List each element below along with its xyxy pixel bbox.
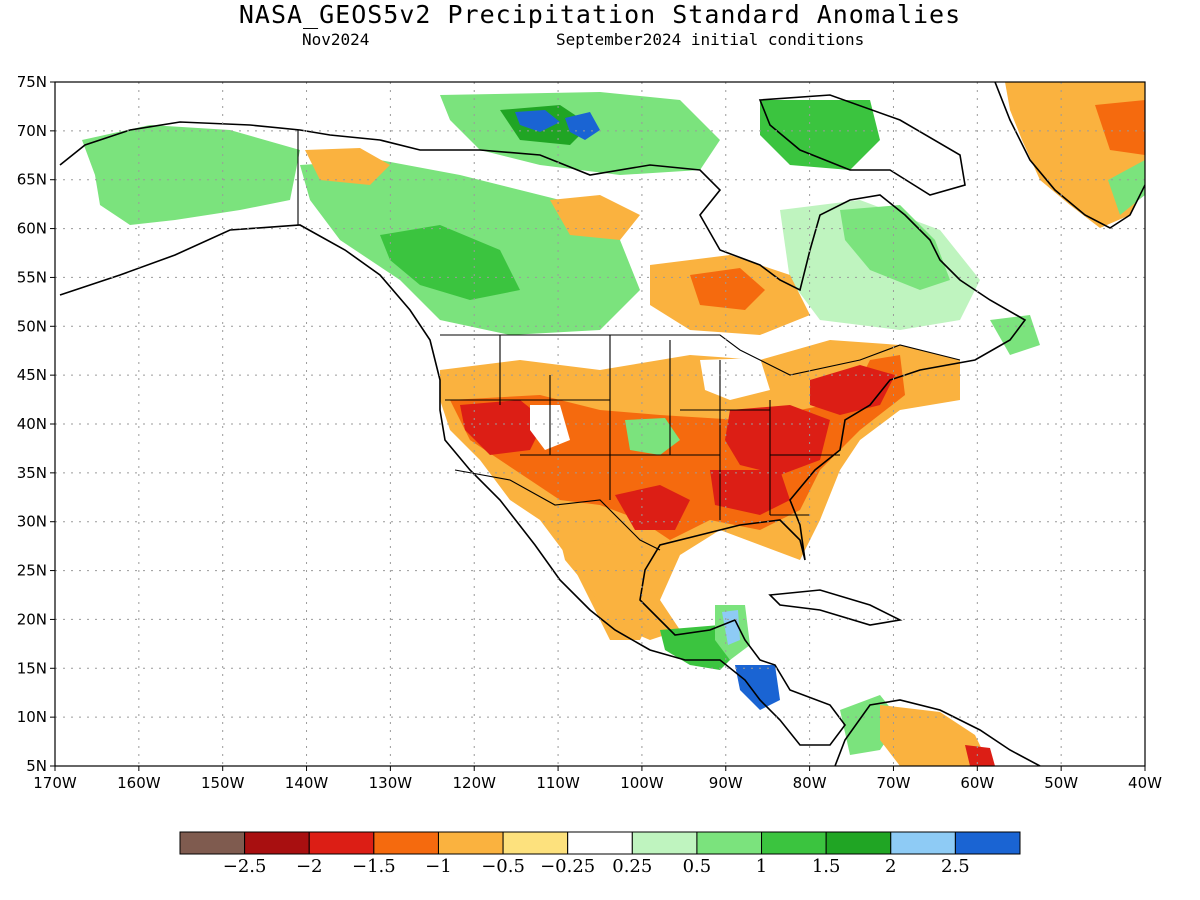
lat-tick-label: 30N xyxy=(17,513,47,531)
color-bar-swatch xyxy=(825,831,892,855)
hudson-south-moderate-dry xyxy=(690,268,765,310)
lon-tick-label: 120W xyxy=(452,774,496,792)
lat-tick-label: 40N xyxy=(17,415,47,433)
central-america-extreme-wet xyxy=(735,665,780,710)
south-america-dry xyxy=(880,705,990,766)
color-bar-label: −0.5 xyxy=(481,856,525,877)
lat-tick-label: 5N xyxy=(26,757,47,775)
north-canada-dry-patch xyxy=(305,148,640,240)
color-bar xyxy=(179,831,1021,855)
color-bar-swatch xyxy=(244,831,310,855)
lat-tick-label: 50N xyxy=(17,317,47,335)
coastlines xyxy=(59,82,1145,766)
greenland-wet-edge xyxy=(1108,160,1145,215)
lon-tick-label: 70W xyxy=(877,774,911,792)
south-america-coastline xyxy=(834,699,1041,766)
color-bar-swatch xyxy=(696,831,763,855)
lon-tick-label: 110W xyxy=(536,774,580,792)
labrador-wet-region xyxy=(840,205,950,290)
us-strong-dry-southwest xyxy=(460,400,545,455)
latitude-labels: 75N 70N 65N 60N 55N 50N 45N 40N 35N 30N 25N 20N 15N 1… xyxy=(17,73,47,775)
lon-tick-label: 40W xyxy=(1128,774,1162,792)
lat-tick-label: 45N xyxy=(17,366,47,384)
color-bar-label: 0.25 xyxy=(612,856,653,877)
color-bar-swatch xyxy=(179,831,246,855)
valid-month-label: Nov2024 xyxy=(302,30,370,49)
northeast-strong-dry xyxy=(810,365,895,415)
init-conditions-label: September2024 initial conditions xyxy=(556,30,865,49)
color-bar-label: 2.5 xyxy=(941,856,970,877)
color-bar-swatch xyxy=(954,831,1021,855)
alaska-wet-region xyxy=(82,125,300,225)
lat-tick-label: 75N xyxy=(17,73,47,91)
south-america-strong-dry xyxy=(965,745,995,766)
lat-tick-label: 10N xyxy=(17,708,47,726)
baffin-wet-region xyxy=(760,100,880,170)
lon-tick-label: 90W xyxy=(709,774,743,792)
color-bar-label: 1 xyxy=(755,856,768,877)
arctic-extreme-wet xyxy=(515,110,600,140)
color-bar-label: −1 xyxy=(425,856,452,877)
axis-ticks xyxy=(50,81,1146,771)
midwest-neutral-patch xyxy=(700,358,770,400)
color-bar-swatch xyxy=(890,831,956,855)
lon-tick-label: 80W xyxy=(793,774,827,792)
longitude-labels: 170W 160W 150W 140W 130W 120W 110W 100W 90W 80W 70… xyxy=(33,774,1162,792)
gridlines xyxy=(55,82,1145,766)
greenland-dryer-region xyxy=(1095,100,1145,155)
cuba-coastline xyxy=(768,589,903,626)
lat-tick-label: 70N xyxy=(17,122,47,140)
us-moderate-dry-region xyxy=(450,355,905,540)
lat-tick-label: 55N xyxy=(17,268,47,286)
nova-scotia-wet xyxy=(990,315,1040,355)
color-bar-label: 2 xyxy=(885,856,897,877)
color-bar-label: −2.5 xyxy=(222,856,267,877)
color-bar-label: 1.5 xyxy=(811,856,841,877)
lat-tick-label: 20N xyxy=(17,610,47,628)
lon-tick-label: 100W xyxy=(620,774,664,792)
lon-tick-label: 150W xyxy=(201,774,245,792)
color-bar-swatch xyxy=(437,831,504,855)
color-bar-label: 0.5 xyxy=(682,856,712,877)
color-bar-swatch xyxy=(308,831,375,855)
us-strong-dry-ohio-valley xyxy=(725,405,830,475)
lon-tick-label: 130W xyxy=(369,774,413,792)
baffin-coastline xyxy=(758,94,966,196)
mexico-dry-region xyxy=(560,540,680,640)
lon-tick-label: 170W xyxy=(33,774,77,792)
anomaly-field xyxy=(82,82,1145,766)
lat-tick-label: 65N xyxy=(17,171,47,189)
political-borders xyxy=(297,130,961,551)
lon-tick-label: 50W xyxy=(1044,774,1078,792)
lat-tick-label: 35N xyxy=(17,464,47,482)
plains-wet-patch xyxy=(625,418,680,455)
color-bar-swatch xyxy=(502,831,569,855)
color-bar-swatch xyxy=(567,831,633,855)
lon-tick-label: 160W xyxy=(117,774,161,792)
color-bar-swatch xyxy=(761,831,827,855)
greenland-coastline xyxy=(994,82,1145,229)
color-bar-label: −1.5 xyxy=(351,856,396,877)
north-america-coastline xyxy=(59,121,1027,746)
lon-tick-label: 140W xyxy=(285,774,329,792)
color-bar-swatch xyxy=(631,831,698,855)
state-borders xyxy=(445,335,840,520)
color-bar-label: −0.25 xyxy=(540,856,596,877)
western-canada-strong-wet xyxy=(380,225,520,300)
color-bar-label: −2 xyxy=(295,856,323,877)
lat-tick-label: 15N xyxy=(17,659,47,677)
us-canada-border xyxy=(440,334,961,376)
map-title: NASA_GEOS5v2 Precipitation Standard Anom… xyxy=(238,0,962,29)
color-bar-swatch xyxy=(373,831,439,855)
us-strong-dry-texas xyxy=(615,485,690,530)
lat-tick-label: 25N xyxy=(17,562,47,580)
lon-tick-label: 60W xyxy=(960,774,994,792)
us-mexico-border xyxy=(454,469,661,551)
lat-tick-label: 60N xyxy=(17,220,47,238)
central-america-light-blue xyxy=(722,610,740,645)
